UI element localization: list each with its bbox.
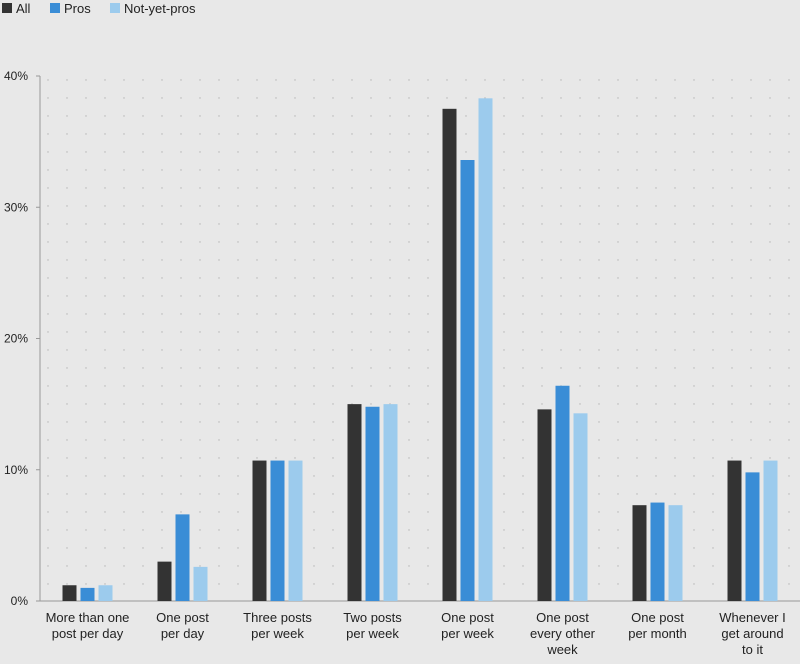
legend-label: Not-yet-pros [124,1,196,16]
legend-swatch [110,3,120,13]
y-tick-label: 20% [4,332,28,346]
x-category-label: Three posts per week [243,610,312,641]
bar [98,585,113,601]
bars [62,98,778,601]
bar [347,404,362,601]
bar [175,514,190,601]
legend-swatch [50,3,60,13]
bar [157,561,172,601]
bar [573,413,588,601]
legend-label: All [16,1,31,16]
x-category-label: More than one post per day [46,610,130,641]
x-category-label: One post per day [156,610,209,641]
bar [537,409,552,601]
x-category-label: One post per week [441,610,494,641]
bar [460,160,475,601]
bar [745,472,760,601]
bar [252,460,267,601]
y-tick-label: 30% [4,200,28,214]
legend-label: Pros [64,1,91,16]
bar [383,404,398,601]
bar [763,460,778,601]
legend: All Pros Not-yet-pros [2,1,196,16]
y-tick-label: 10% [4,463,28,477]
bar [650,502,665,601]
bar [365,406,380,601]
y-tick-label: 0% [11,594,29,608]
x-category-label: One post per month [628,610,687,641]
y-tick-label: 40% [4,69,28,83]
bar [555,385,570,601]
bar [270,460,285,601]
bar [442,108,457,601]
x-axis: More than one post per day One post per day… [40,600,800,657]
bar [727,460,742,601]
bar [632,505,647,601]
y-axis: 0% 10% 20% 30% 40% [4,69,41,608]
legend-swatch [2,3,12,13]
x-category-label: Two posts per week [343,610,402,641]
bar [288,460,303,601]
bar [80,587,95,601]
bar [668,505,683,601]
bar [478,98,493,601]
x-category-label: One post every other week [530,610,596,657]
bar [62,585,77,601]
bar [193,566,208,601]
